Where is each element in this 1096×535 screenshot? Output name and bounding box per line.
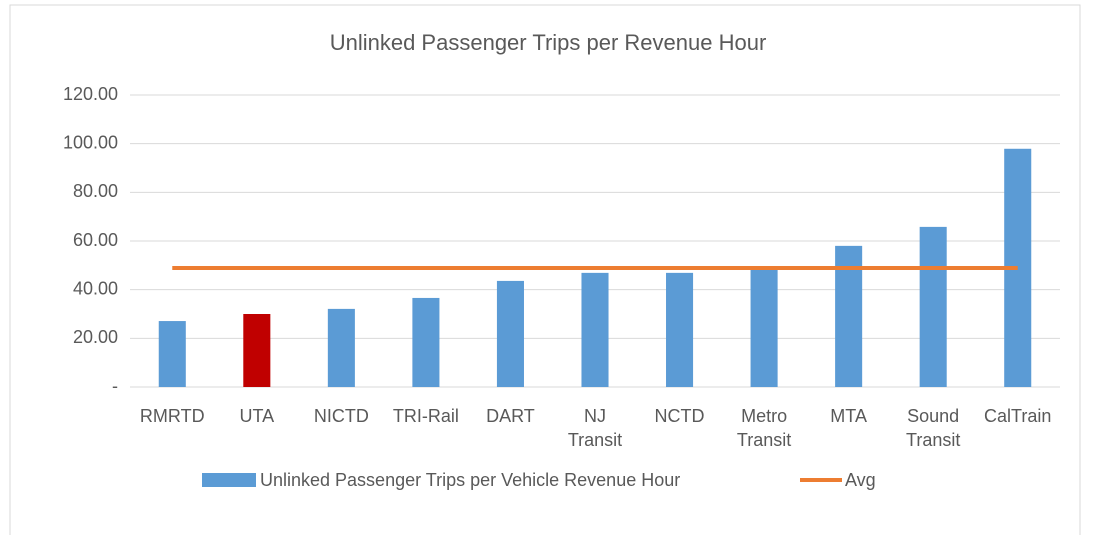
- bar: [243, 314, 271, 387]
- x-tick-label: RMRTD: [140, 406, 205, 426]
- x-tick-label: NJ Transit: [568, 406, 622, 450]
- y-tick-label: 120.00: [63, 84, 118, 104]
- x-tick-label: Sound Transit: [906, 406, 960, 450]
- bar: [412, 297, 440, 387]
- bar: [327, 308, 355, 387]
- x-tick-label: CalTrain: [984, 406, 1051, 426]
- x-tick-label: NCTD: [655, 406, 705, 426]
- legend-label: Avg: [845, 470, 876, 490]
- bar: [158, 321, 186, 387]
- legend-item: Unlinked Passenger Trips per Vehicle Rev…: [202, 470, 680, 490]
- bar: [666, 272, 694, 387]
- bar: [919, 226, 947, 387]
- bar: [496, 280, 524, 387]
- x-tick-label: DART: [486, 406, 535, 426]
- y-tick-label: -: [112, 376, 118, 396]
- y-tick-label: 20.00: [73, 327, 118, 347]
- bar: [750, 266, 778, 387]
- legend-swatch: [202, 473, 256, 487]
- y-tick-label: 60.00: [73, 230, 118, 250]
- x-tick-label: Metro Transit: [737, 406, 791, 450]
- y-tick-label: 40.00: [73, 278, 118, 298]
- y-tick-label: 80.00: [73, 181, 118, 201]
- bar: [581, 272, 609, 387]
- legend-label: Unlinked Passenger Trips per Vehicle Rev…: [260, 470, 680, 490]
- legend-item: Avg: [800, 470, 876, 490]
- x-tick-label: MTA: [830, 406, 867, 426]
- chart-title: Unlinked Passenger Trips per Revenue Hou…: [330, 30, 767, 55]
- x-tick-label: NICTD: [314, 406, 369, 426]
- y-tick-label: 100.00: [63, 132, 118, 152]
- x-tick-label: UTA: [239, 406, 274, 426]
- x-tick-label: TRI-Rail: [393, 406, 459, 426]
